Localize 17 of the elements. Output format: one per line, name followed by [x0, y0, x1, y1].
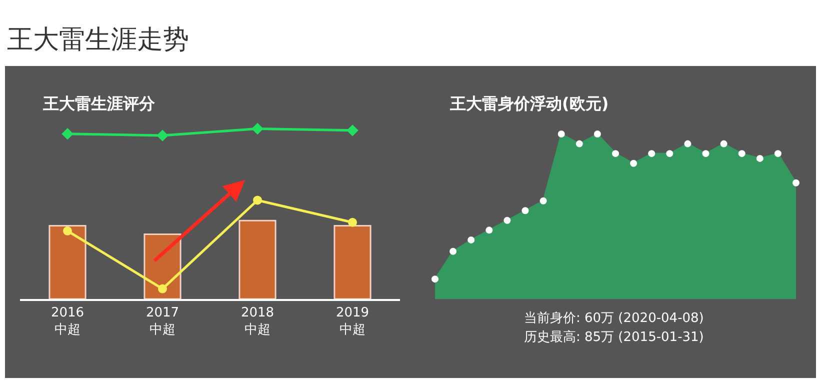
point [156, 130, 168, 142]
x-tick-label: 2019 中超 [336, 305, 370, 338]
point [253, 196, 262, 205]
text: 当前身价: 60万 (2020-04-08) [524, 311, 704, 326]
chart-title: 王大雷生涯评分 [42, 94, 156, 113]
point [348, 218, 357, 227]
point [158, 284, 167, 294]
point [252, 122, 264, 135]
point [63, 226, 72, 236]
text: 历史最高: 85万 (2015-01-31) [524, 329, 704, 345]
point [346, 124, 358, 136]
x-tick-label: 2017 中超 [146, 305, 180, 338]
x-tick-label: 2016 中超 [50, 305, 84, 338]
text: 王大雷生涯走势 [7, 25, 189, 55]
chart-title: 王大雷身价浮动(欧元) [449, 94, 609, 113]
x-tick-label: 2018 中超 [240, 305, 274, 338]
point [62, 128, 74, 140]
